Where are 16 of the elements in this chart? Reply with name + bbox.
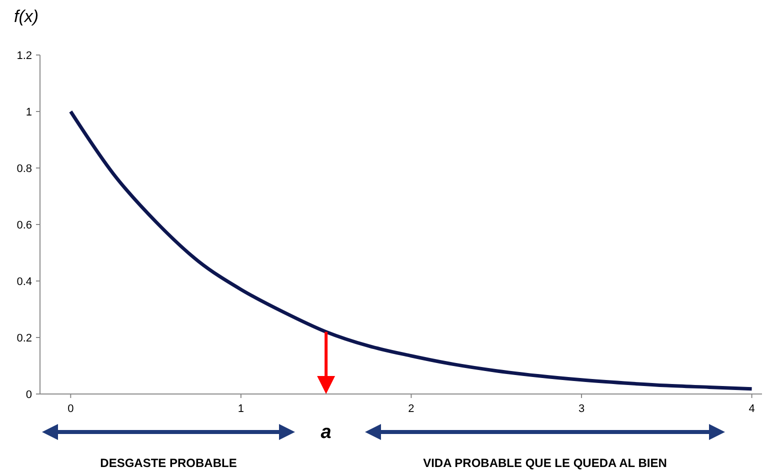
- y-tick-label: 1: [26, 106, 32, 118]
- text: DESGASTE PROBABLE: [100, 456, 237, 470]
- x-tick-label: 4: [748, 403, 755, 415]
- x-tick-label: 3: [578, 403, 585, 415]
- ref-line-label: a: [320, 422, 332, 443]
- y-axis-title: f(x): [14, 7, 39, 26]
- y-tick-label: 0.8: [16, 162, 32, 175]
- y-tick-label: 0.6: [16, 219, 32, 232]
- text: VIDA PROBABLE QUE LE QUEDA AL BIEN: [423, 456, 667, 470]
- x-tick-label: 2: [408, 403, 414, 415]
- x-tick-label: 1: [238, 403, 244, 415]
- y-tick-label: 1.2: [16, 50, 32, 62]
- y-tick-label: 0: [26, 388, 32, 401]
- y-tick-label: 0.2: [16, 332, 32, 344]
- y-tick-label: 0.4: [16, 276, 32, 288]
- x-tick-label: 0: [68, 403, 74, 415]
